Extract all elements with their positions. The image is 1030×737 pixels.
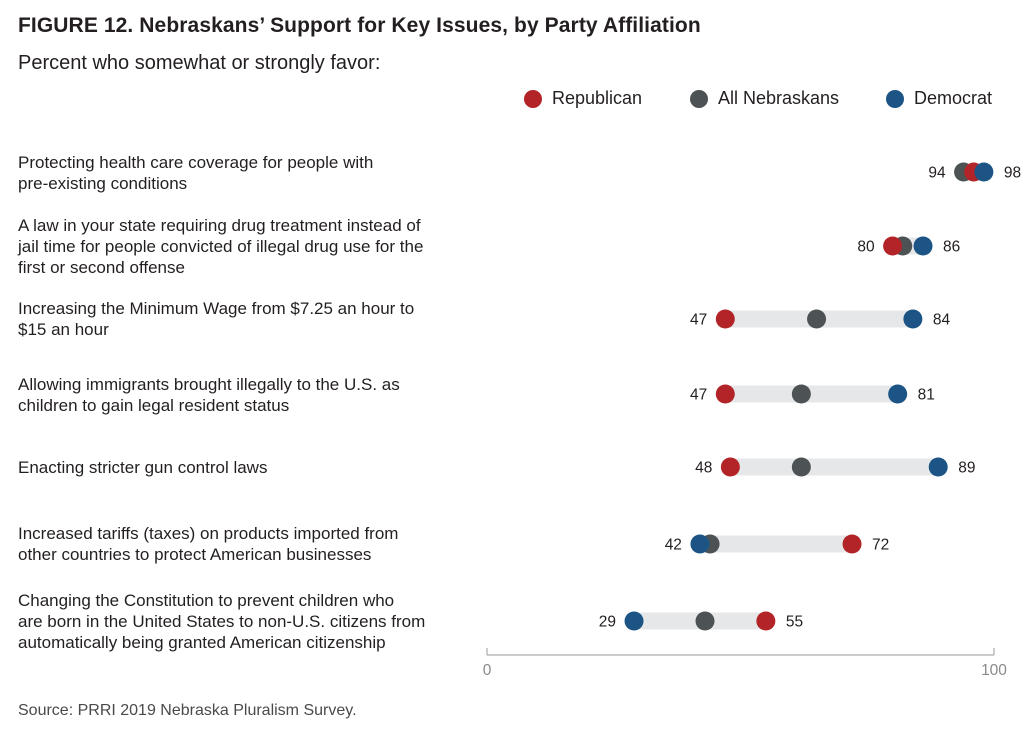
value-label-high: 72 <box>872 537 889 554</box>
legend-label-democrat: Democrat <box>914 88 993 108</box>
dot-all-nebraskans <box>791 457 811 477</box>
issue-label-line: Increasing the Minimum Wage from $7.25 a… <box>18 299 415 318</box>
range-bar <box>730 458 939 476</box>
dot-republican <box>715 384 735 404</box>
issue-label: Increasing the Minimum Wage from $7.25 a… <box>18 298 488 340</box>
legend-dot-all-nebraskans <box>690 89 708 108</box>
value-label-low: 94 <box>928 165 946 182</box>
dot-republican <box>756 611 776 631</box>
legend-dot-republican <box>524 89 542 108</box>
issue-label: Allowing immigrants brought illegally to… <box>18 374 488 416</box>
issue-label-line: are born in the United States to non-U.S… <box>18 612 426 631</box>
issue-label-line: Allowing immigrants brought illegally to… <box>18 375 400 394</box>
dot-democrat <box>928 457 948 477</box>
dot-democrat <box>690 534 710 554</box>
value-label-low: 47 <box>690 387 707 404</box>
figure-title: FIGURE 12. Nebraskans’ Support for Key I… <box>18 14 701 37</box>
dot-democrat <box>903 309 923 329</box>
legend: Republican All Nebraskans Democrat <box>520 88 1010 114</box>
source-note: Source: PRRI 2019 Nebraska Pluralism Sur… <box>18 702 357 719</box>
issue-label: Changing the Constitution to prevent chi… <box>18 590 488 653</box>
dot-all-nebraskans <box>807 309 827 329</box>
value-label-low: 29 <box>599 614 616 631</box>
issue-label-line: $15 an hour <box>18 320 109 339</box>
figure-subtitle: Percent who somewhat or strongly favor: <box>18 52 381 74</box>
value-label-low: 80 <box>857 239 875 256</box>
issue-label: A law in your state requiring drug treat… <box>18 215 488 278</box>
dot-democrat <box>913 236 933 256</box>
dot-all-nebraskans <box>695 611 715 631</box>
value-label-high: 55 <box>786 614 803 631</box>
dot-republican <box>715 309 735 329</box>
value-label-high: 86 <box>943 239 960 256</box>
issue-label-line: Enacting stricter gun control laws <box>18 458 268 477</box>
range-bar <box>699 535 853 553</box>
issue-label-line: first or second offense <box>18 258 185 277</box>
issue-label-line: A law in your state requiring drug treat… <box>18 216 421 235</box>
value-label-high: 89 <box>958 460 975 477</box>
legend-item-republican: Republican <box>524 88 642 109</box>
legend-item-democrat: Democrat <box>886 88 992 109</box>
value-label-high: 84 <box>933 312 951 329</box>
x-tick-label: 0 <box>483 662 492 679</box>
issue-label-line: other countries to protect American busi… <box>18 545 372 564</box>
range-bar <box>725 385 898 403</box>
dot-republican <box>842 534 862 554</box>
legend-item-all-nebraskans: All Nebraskans <box>690 88 839 109</box>
value-label-high: 81 <box>918 387 935 404</box>
dot-democrat <box>974 162 994 182</box>
issue-label-line: children to gain legal resident status <box>18 396 290 415</box>
value-label-low: 42 <box>665 537 682 554</box>
issue-label-line: Increased tariffs (taxes) on products im… <box>18 524 399 543</box>
value-label-low: 48 <box>695 460 712 477</box>
legend-dot-democrat <box>886 89 904 108</box>
value-label-low: 47 <box>690 312 707 329</box>
issue-label: Increased tariffs (taxes) on products im… <box>18 523 488 565</box>
dot-democrat <box>888 384 908 404</box>
dot-republican <box>883 236 903 256</box>
legend-label-all-nebraskans: All Nebraskans <box>718 88 840 108</box>
x-tick-label: 100 <box>981 662 1007 679</box>
issue-label-line: pre-existing conditions <box>18 174 188 193</box>
issue-label: Enacting stricter gun control laws <box>18 457 488 478</box>
legend-label-republican: Republican <box>552 88 643 108</box>
issue-label-line: Changing the Constitution to prevent chi… <box>18 591 395 610</box>
issue-label: Protecting health care coverage for peop… <box>18 152 488 194</box>
dot-all-nebraskans <box>791 384 811 404</box>
issue-label-line: automatically being granted American cit… <box>18 633 386 652</box>
issue-label-line: Protecting health care coverage for peop… <box>18 153 374 172</box>
value-label-high: 98 <box>1004 165 1021 182</box>
dot-republican <box>720 457 740 477</box>
issue-label-line: jail time for people convicted of illega… <box>18 237 424 256</box>
dot-democrat <box>624 611 644 631</box>
